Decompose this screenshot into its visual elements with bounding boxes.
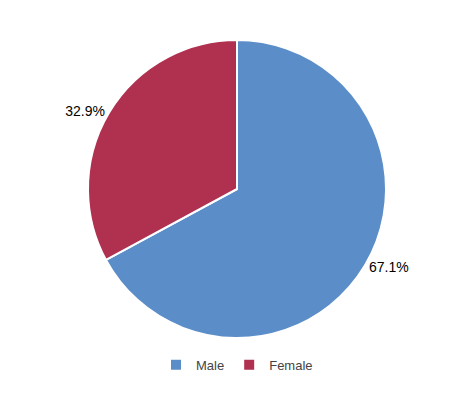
svg-text:Male: Male	[196, 358, 224, 373]
svg-text:Female: Female	[269, 358, 312, 373]
svg-text:32.9%: 32.9%	[65, 103, 105, 119]
svg-text:67.1%: 67.1%	[369, 259, 409, 275]
